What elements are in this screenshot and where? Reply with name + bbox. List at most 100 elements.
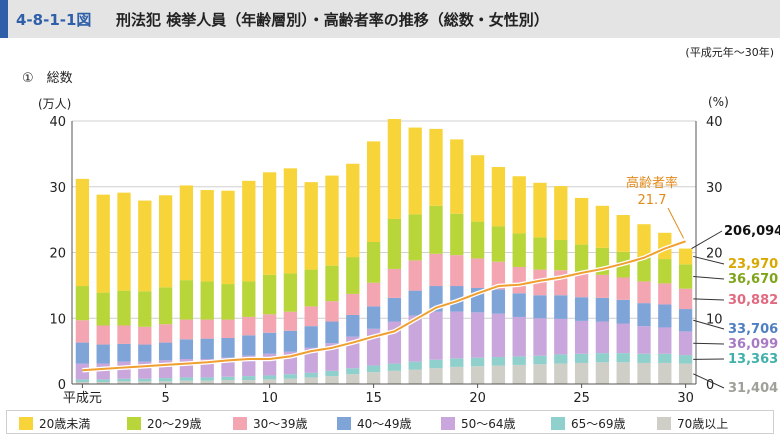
bar-segment [96,363,110,380]
bar-segment [158,381,173,384]
legend-label: 30～39歳 [253,416,308,431]
bar-segment [262,274,277,315]
bar-segment [408,315,422,362]
bar-segment [325,370,339,377]
bar-segment [408,260,422,291]
bar-segment [554,354,568,364]
bar-segment [346,314,360,337]
bar-segment [554,270,568,296]
bar-segment [470,357,485,367]
bar-segment [346,368,360,375]
bar-segment [96,344,110,364]
bar-segment [158,195,173,288]
bar-segment [658,327,672,354]
bar-segment [283,330,298,352]
bar-segment [262,379,277,384]
bar-segment [138,326,152,345]
legend-swatch [441,416,455,430]
y-right-unit: (%) [708,95,729,109]
bar-segment [470,155,485,222]
bar-segment [117,381,131,384]
bar-segment [283,311,298,331]
stacked-bar-chart: 0 10 20 30 40 0 10 20 30 40 平成元 5 10 15 20 25 30 高齢者率 21.7… [49,115,780,406]
bar-segment [346,293,360,315]
bar-segment [574,273,589,298]
bar-segment [158,342,173,361]
bar-segment [658,283,672,305]
y-left-unit: (万人) [38,97,72,111]
bar-segment [387,218,402,269]
y-left-tick-label: 20 [49,247,66,262]
bar-segment [637,281,651,304]
y-left-tick-label: 10 [49,312,66,327]
bar-segment [450,358,464,367]
bar-segment [408,290,422,316]
bar-segment [450,139,464,214]
bar-segment [637,224,651,257]
bar-segment [242,180,256,282]
bar-segment [138,381,152,384]
bar-segment [283,273,298,312]
series-end-leader [693,255,725,265]
legend-label: 20歳未満 [39,416,91,431]
figure-header: 4-8-1-1図 刑法犯 検挙人員（年齢層別）・高齢者率の推移（総数・女性別） [0,0,780,38]
bar-segment [678,331,693,356]
bar-segment [75,342,90,364]
bar-segment [595,274,610,298]
legend-label: 65～69歳 [571,416,626,431]
bar-segment [179,319,194,340]
bar-segment [283,374,298,379]
bar-segment [366,241,381,283]
bar-segment [450,311,464,359]
series-end-leader [693,342,725,345]
y-right-tick-label: 30 [706,181,723,196]
bar-segment [491,167,506,227]
bar-segment [554,295,568,319]
bar-segment [450,213,464,256]
bar-segment [533,295,547,319]
bar-segment [450,366,464,384]
bar-segment [491,365,506,384]
bar-segment [366,306,381,329]
bar-segment [221,319,235,338]
bar-segment [491,289,506,314]
bar-segment [304,377,318,384]
rate-annotation-leader [667,207,685,239]
bar-segment [117,361,131,379]
bar-segment [96,292,110,326]
bar-segment [595,205,610,248]
series-end-label: 33,706 [728,322,778,337]
bar-segment [616,277,630,300]
y-right-tick-label: 20 [706,247,723,262]
series-end-leader [693,276,725,280]
bar-segment [200,338,214,360]
x-tick-label: 10 [261,391,278,406]
y-right-tick-label: 0 [706,378,714,393]
bar-segment [574,244,589,274]
bar-segment [408,214,422,261]
bar-segment [179,339,194,360]
bar-segment [96,379,110,383]
bar-segment [138,378,152,382]
legend-swatch [19,416,33,430]
figure-number: 4-8-1-1図 [16,11,92,29]
bar-segment [387,363,402,371]
bar-segment [533,364,547,384]
bar-segment [387,119,402,219]
bar-segment [533,355,547,365]
y-right-tick-label: 40 [706,115,723,130]
bar-segment [658,362,672,384]
period-label: (平成元年～30年) [685,46,774,59]
bar-segment [325,376,339,384]
y-left-tick-label: 40 [49,115,66,130]
legend-item: 65～69歳 [551,415,626,431]
bar-segment [470,221,485,259]
total-value-label: 206,094 [724,224,780,239]
bar-segment [75,320,90,343]
bar-segment [429,311,443,360]
bar-segment [595,353,610,363]
bar-segment [429,359,443,369]
bar-segment [429,253,443,287]
bar-segment [200,190,214,282]
bar-segment [117,343,131,362]
